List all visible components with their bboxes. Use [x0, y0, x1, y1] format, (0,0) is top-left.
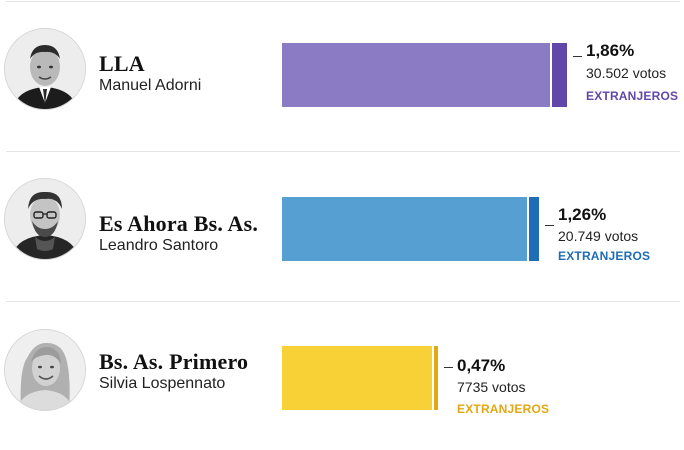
- percent-label: 1,86%: [586, 41, 635, 60]
- divider-2: [6, 301, 680, 302]
- divider-top: [6, 1, 680, 2]
- bar-main-primero: [282, 346, 432, 410]
- votes-label: 30.502 votos: [586, 65, 667, 81]
- divider-1: [6, 151, 680, 152]
- result-row-es-ahora: Es Ahora Bs. As. Leandro Santoro 1,26% 2…: [0, 0, 684, 263]
- bar-main-es-ahora: [282, 197, 527, 261]
- candidate-photo-santoro: [4, 178, 86, 260]
- extranjeros-label: EXTRANJEROS: [457, 402, 550, 416]
- bar-extranjeros-lla: [552, 43, 567, 107]
- candidate-name: Silvia Lospennato: [99, 375, 226, 392]
- bar-main-lla: [282, 43, 550, 107]
- result-row-lla: LLA Manuel Adorni 1,86% 30.502 votos EXT…: [0, 0, 684, 150]
- leader-tick-lla: [573, 56, 582, 57]
- candidate-name: Manuel Adorni: [99, 77, 202, 94]
- votes-label: 20.749 votos: [558, 228, 639, 244]
- bar-extranjeros-es-ahora: [529, 197, 539, 261]
- extranjeros-label: EXTRANJEROS: [558, 249, 651, 263]
- candidate-photo-lospennato: [4, 329, 86, 411]
- percent-label: 0,47%: [457, 356, 506, 375]
- party-name: Es Ahora Bs. As.: [99, 211, 259, 236]
- votes-label: 7735 votos: [457, 379, 526, 395]
- candidate-name: Leandro Santoro: [99, 237, 219, 254]
- leader-tick-es-ahora: [545, 225, 554, 226]
- bar-extranjeros-primero: [434, 346, 438, 410]
- leader-tick-primero: [444, 367, 453, 368]
- party-name: LLA: [99, 51, 145, 76]
- percent-label: 1,26%: [558, 205, 607, 224]
- extranjeros-label: EXTRANJEROS: [586, 89, 679, 103]
- result-row-primero: Bs. As. Primero Silvia Lospennato 0,47% …: [0, 0, 684, 416]
- candidate-photo-adorni: [4, 28, 86, 110]
- party-name: Bs. As. Primero: [99, 349, 249, 374]
